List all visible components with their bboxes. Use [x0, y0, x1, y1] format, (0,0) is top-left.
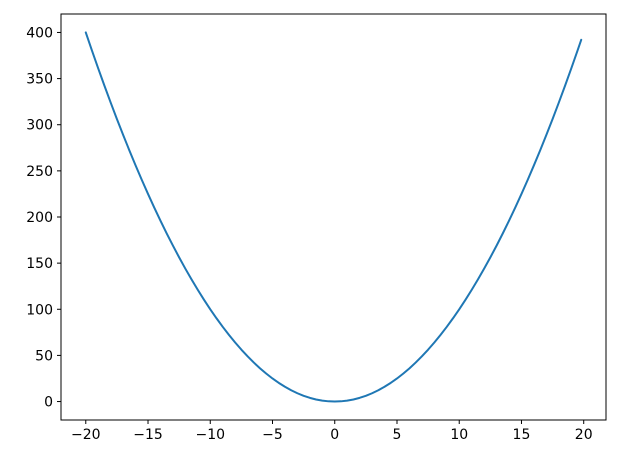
axes-spines — [60, 13, 607, 421]
y-tick-label: 350 — [26, 72, 53, 88]
series-line-y-x-2 — [84, 31, 583, 403]
x-tick-label: 15 — [513, 427, 531, 443]
y-tick-label: 300 — [26, 118, 53, 134]
x-tick-label: −10 — [195, 427, 225, 443]
x-tick-label: 0 — [330, 427, 339, 443]
y-tick-label: 200 — [26, 210, 53, 226]
y-tick-label: 50 — [35, 348, 53, 364]
y-tick-label: 0 — [44, 395, 53, 411]
x-tick-label: 5 — [393, 427, 402, 443]
x-tick-label: −15 — [133, 427, 163, 443]
y-tick-label: 150 — [26, 256, 53, 272]
x-tick-label: 10 — [450, 427, 468, 443]
y-tick-label: 100 — [26, 302, 53, 318]
y-tick-label: 250 — [26, 164, 53, 180]
x-tick-label: −5 — [262, 427, 283, 443]
x-tick-label: 20 — [575, 427, 593, 443]
y-tick-label: 400 — [26, 25, 53, 41]
x-tick-label: −20 — [71, 427, 101, 443]
